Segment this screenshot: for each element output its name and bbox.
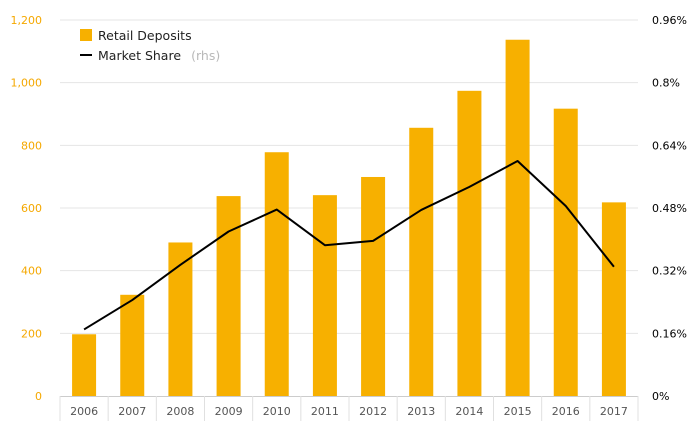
x-tick-label: 2007 [118,405,146,418]
legend-label-retail-deposits: Retail Deposits [98,28,192,43]
axes: 0 200 400 600 800 1,000 1,200 0% 0.16% 0.32% 0.48%… [11,14,687,421]
x-tick-label: 2006 [70,405,98,418]
y-left-tick-label: 600 [21,202,42,215]
y-left-tick-label: 200 [21,327,42,340]
bar-2013 [409,127,434,396]
x-tick-label: 2013 [407,405,435,418]
legend-swatch-retail-deposits [80,29,92,41]
y-left-tick-label: 0 [35,390,42,403]
legend: Retail Deposits Market Share (rhs) [80,28,220,64]
x-tick-label: 2008 [166,405,194,418]
x-tick-label: 2014 [455,405,483,418]
x-tick-label: 2011 [311,405,339,418]
y-left-tick-label: 1,000 [11,77,43,90]
x-tick-label: 2017 [600,405,628,418]
bar-2016 [553,108,578,396]
x-tick-label: 2016 [552,405,580,418]
market-share-line [83,160,615,331]
y-right-tick-label: 0.48% [652,202,687,215]
y-right-tick-label: 0.32% [652,265,687,278]
y-left-tick-label: 1,200 [11,14,43,27]
bar-2014 [457,90,482,397]
bar-2009 [216,196,241,396]
x-tick-label: 2009 [215,405,243,418]
y-right-tick-label: 0.64% [652,139,687,152]
x-tick-label: 2012 [359,405,387,418]
bar-2015 [505,39,530,397]
legend-label-market-share-rhs: (rhs) [191,48,220,63]
x-tick-label: 2015 [504,405,532,418]
bar-2012 [361,176,386,396]
bar-2011 [312,195,337,396]
y-left-tick-label: 400 [21,265,42,278]
grid-lines [60,19,638,334]
legend-label-market-share-name: Market Share [98,48,181,63]
bar-2007 [120,294,145,396]
bar-series-retail-deposits [72,39,626,397]
y-right-tick-label: 0.8% [652,77,680,90]
y-left-tick-label: 800 [21,139,42,152]
legend-label-market-share: Market Share (rhs) [98,45,220,64]
line-series-market-share [83,160,615,331]
y-right-tick-label: 0% [652,390,669,403]
y-right-tick-label: 0.96% [652,14,687,27]
bar-2008 [168,242,193,396]
bar-2006 [72,334,97,396]
y-right-tick-label: 0.16% [652,327,687,340]
x-tick-label: 2010 [263,405,291,418]
bar-2017 [601,202,626,396]
bar-2010 [264,152,289,396]
